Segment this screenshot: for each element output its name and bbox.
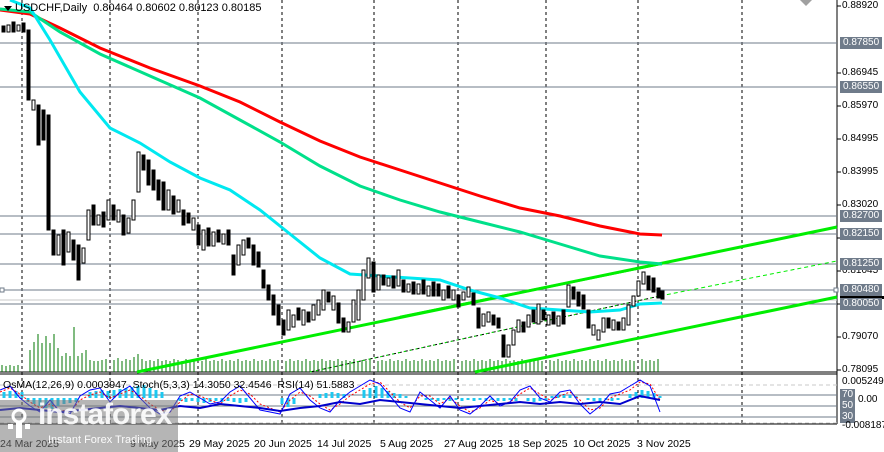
time-label: 5 Aug 2025 bbox=[380, 438, 434, 450]
support-resistance-levels bbox=[0, 42, 837, 305]
indicator-level: 30 bbox=[840, 411, 856, 423]
current-price-marker bbox=[840, 296, 884, 299]
chart-shift-marker bbox=[800, 0, 812, 6]
price-tick: 0.81045 bbox=[842, 265, 879, 276]
indicator-top: 0.0052499 bbox=[842, 376, 884, 387]
rsi-label: RSI(14) 51.5883 bbox=[277, 379, 355, 391]
volume-histogram bbox=[1, 327, 659, 372]
level-label: 0.82150 bbox=[840, 228, 883, 240]
price-tick: 0.86945 bbox=[842, 67, 879, 78]
time-label: 18 Sep 2025 bbox=[508, 438, 568, 450]
price-tick: 0.88920 bbox=[842, 0, 879, 11]
trend-channel bbox=[136, 225, 838, 374]
close-value: 0.80185 bbox=[221, 2, 262, 14]
stoch-label: Stoch(5,3,3) 14.3050 32.4546 bbox=[132, 379, 272, 391]
level-label: 0.80050 bbox=[840, 298, 883, 310]
open-value: 0.80464 bbox=[93, 2, 134, 14]
time-label: 14 Jul 2025 bbox=[317, 438, 372, 450]
watermark-brand: instaforex bbox=[38, 398, 172, 431]
price-tick: 0.79070 bbox=[842, 331, 879, 342]
price-tick: 0.83020 bbox=[842, 199, 879, 210]
ema144-line bbox=[0, 7, 663, 266]
level-label: 0.80480 bbox=[840, 284, 883, 296]
time-label: 20 Jun 2025 bbox=[254, 438, 312, 450]
indicator-level: 70 bbox=[840, 389, 856, 401]
time-label: 10 Oct 2025 bbox=[573, 438, 631, 450]
dropdown-triangle-icon[interactable] bbox=[4, 5, 12, 11]
stoch-signal-line bbox=[0, 381, 661, 413]
candlesticks bbox=[1, 21, 665, 358]
price-tick: 0.83995 bbox=[842, 166, 879, 177]
instaforex-logo-icon bbox=[8, 408, 30, 438]
watermark-tagline: Instant Forex Trading bbox=[48, 434, 152, 446]
osma-label: OsMA(12,26,9) 0.0003947 bbox=[3, 379, 127, 391]
indicator-title: OsMA(12,26,9) 0.0003947 Stoch(5,3,3) 14.… bbox=[3, 379, 354, 391]
level-label: 0.81250 bbox=[840, 258, 883, 270]
chart-title: USDCHF,Daily 0.80464 0.80602 0.80123 0.8… bbox=[4, 2, 262, 14]
price-tick: 0.85970 bbox=[842, 100, 879, 111]
indicator-zero: 0.00 bbox=[858, 394, 878, 405]
high-value: 0.80602 bbox=[136, 2, 176, 14]
indicator-level: 50 bbox=[840, 400, 856, 412]
level-label: 0.87850 bbox=[840, 37, 883, 49]
price-tick: 0.84995 bbox=[842, 133, 879, 144]
level-label: 0.82700 bbox=[840, 210, 883, 222]
low-value: 0.80123 bbox=[178, 2, 219, 14]
price-tick: 0.78095 bbox=[842, 364, 879, 375]
time-label: 29 May 2025 bbox=[189, 438, 250, 450]
time-label: 27 Aug 2025 bbox=[444, 438, 503, 450]
symbol-label: USDCHF,Daily bbox=[15, 2, 88, 14]
indicator-bottom: -0.008187 bbox=[842, 420, 884, 431]
ema200-line bbox=[0, 8, 663, 237]
level-label: 0.86550 bbox=[840, 81, 883, 93]
time-label: 3 Nov 2025 bbox=[637, 438, 691, 450]
